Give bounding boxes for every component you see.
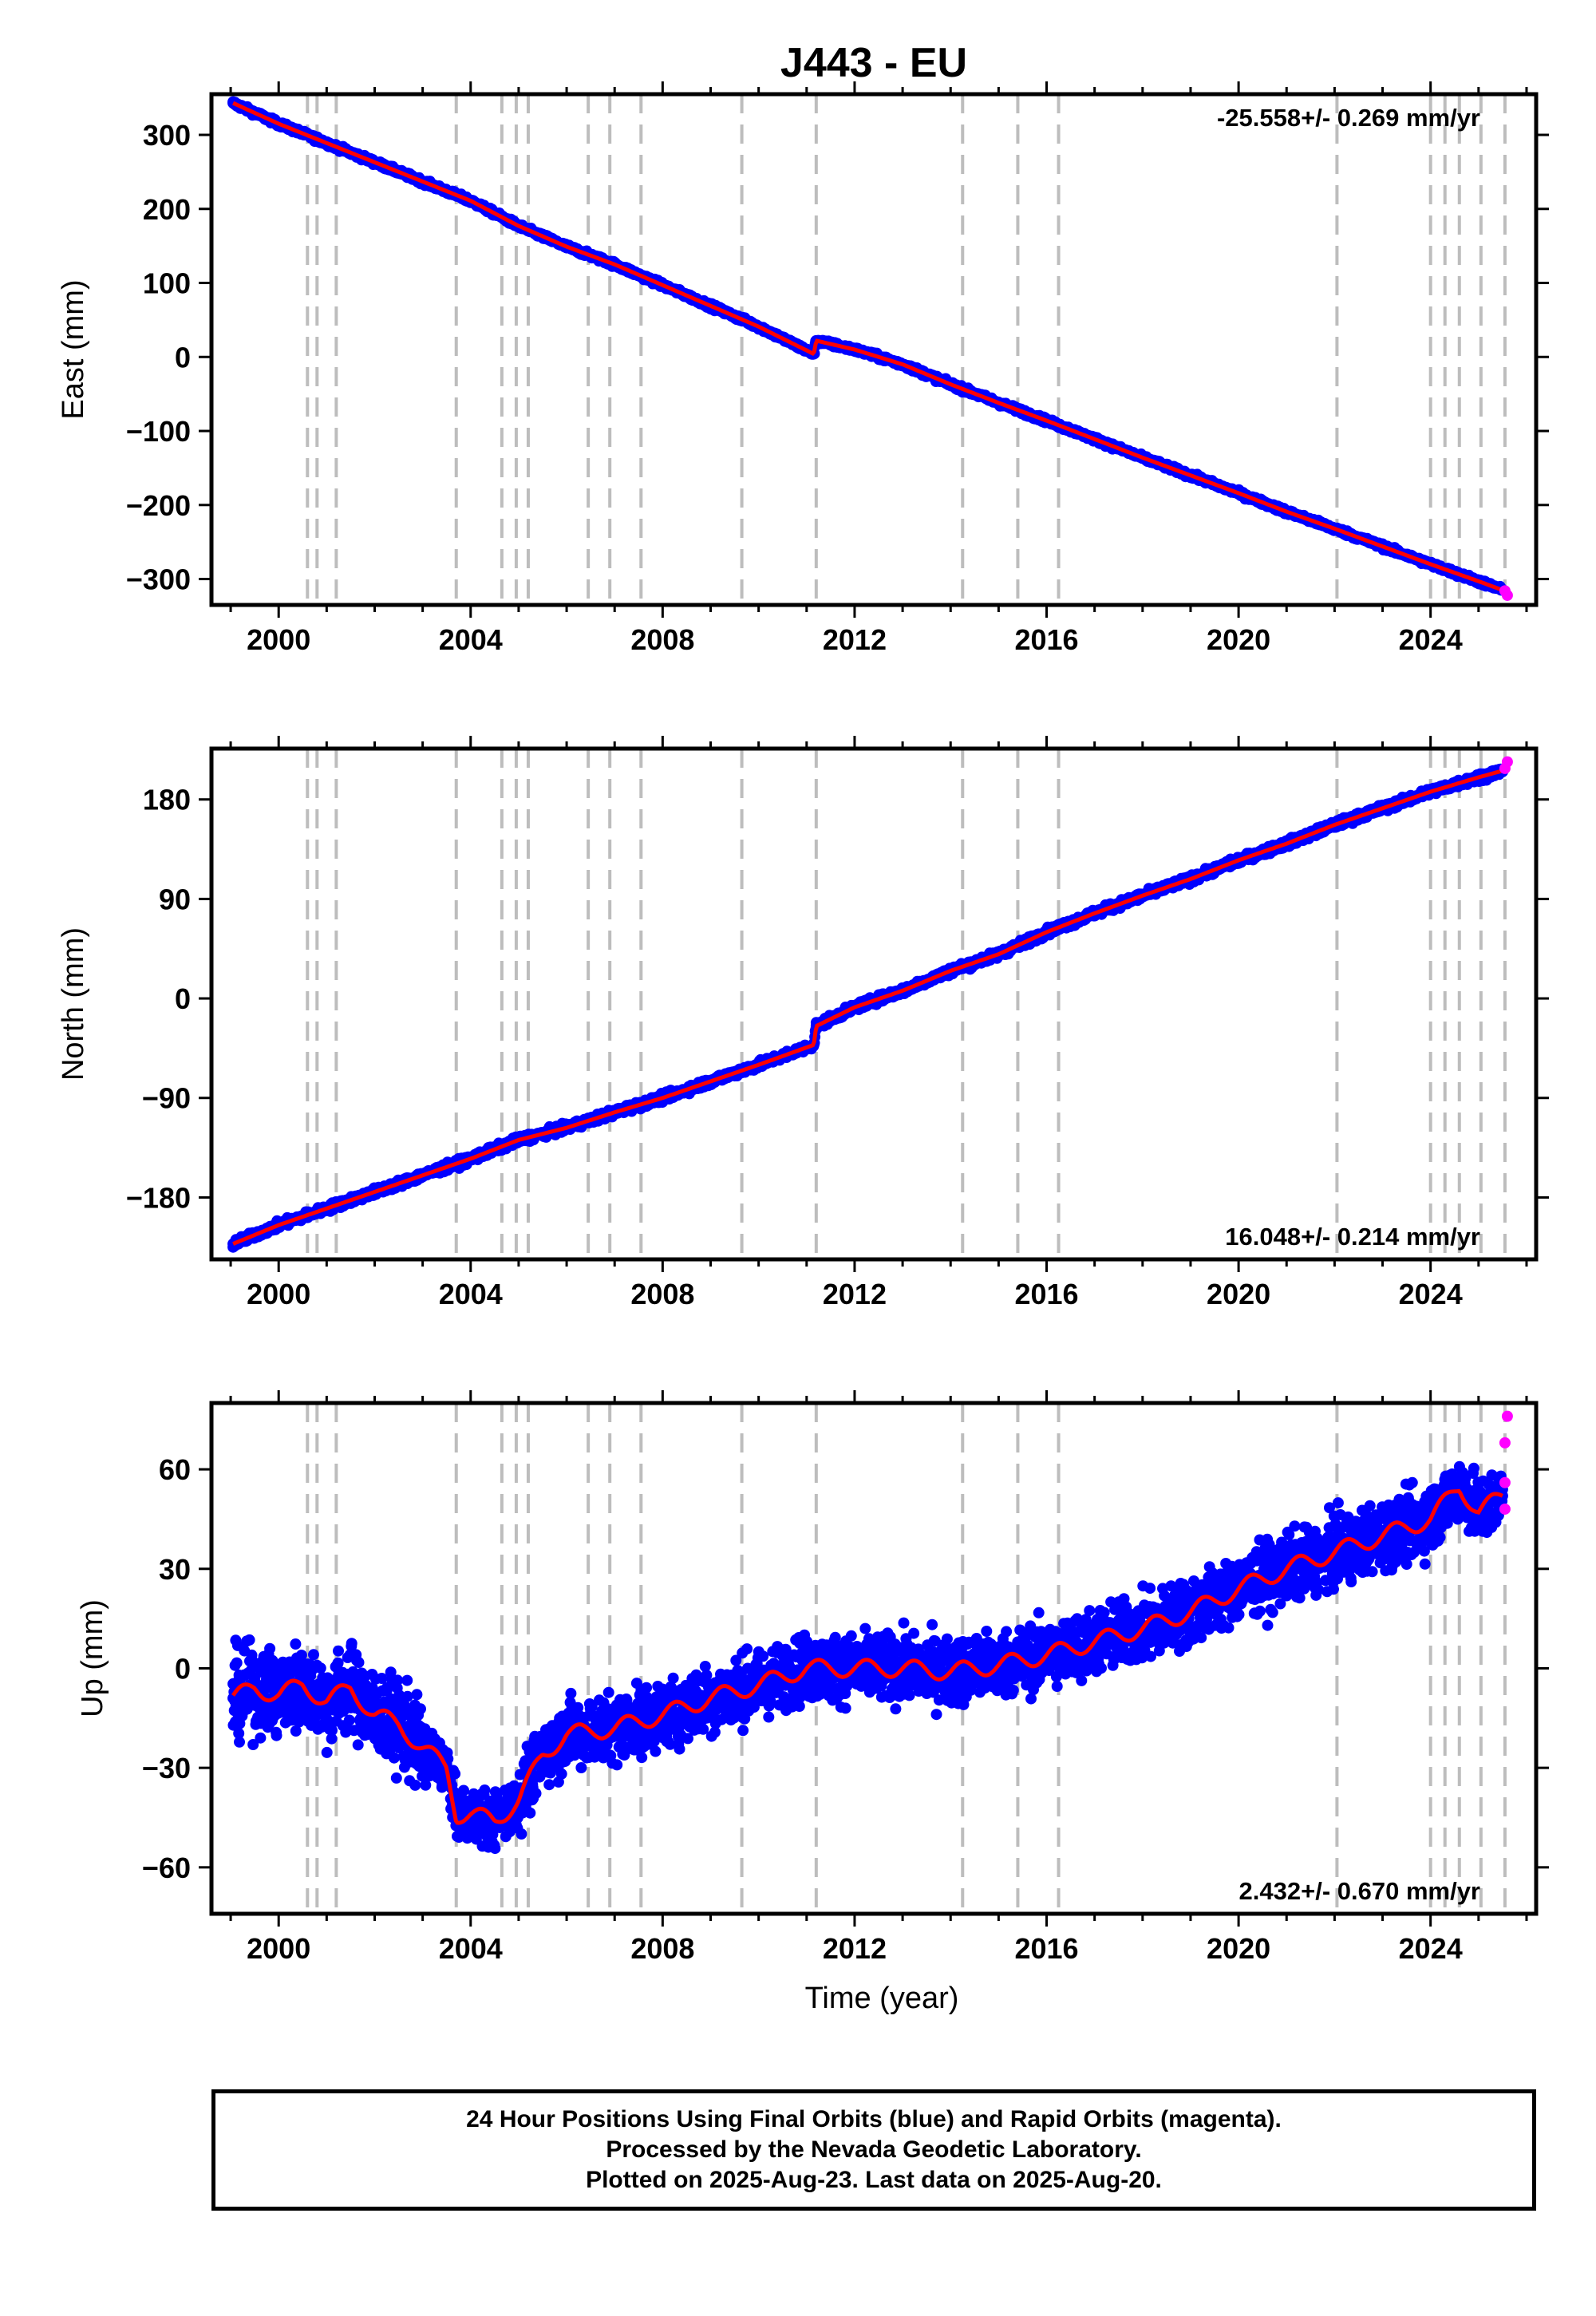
y-tick-label: 100 [143, 267, 191, 300]
final-orbit-points [227, 763, 1508, 1253]
x-tick-label: 2000 [247, 623, 310, 656]
y-tick-label: −100 [126, 415, 191, 448]
chart-panel-2: 2000 2004 2008 2012 2016 2020 2024180900−90−18… [57, 736, 1549, 1310]
x-tick-label: 2020 [1207, 623, 1270, 656]
model-curve [232, 101, 1503, 592]
y-axis-label: East (mm) [57, 279, 90, 419]
chart-panels: 2000 2004 2008 2012 2016 2020 2024 300 200 100 0 −1… [57, 81, 1549, 2015]
y-tick-label: −300 [126, 563, 191, 596]
x-tick-label: 2024 [1399, 623, 1463, 656]
plot-frame [209, 92, 1539, 607]
rapid-orbit-points [1499, 585, 1513, 601]
rate-label: -25.558+/- 0.269 mm/yr [1217, 104, 1480, 132]
x-tick-label: 2008 [630, 623, 694, 656]
plot-area [227, 94, 1513, 605]
rapid-orbit-point [1501, 589, 1513, 601]
plot-area [227, 749, 1513, 1259]
y-tick-label: 0 [175, 341, 191, 373]
chart-title: J443 - EU [780, 40, 967, 86]
x-tick-label: 2012 [823, 623, 887, 656]
chart-panel-1: 2000 2004 2008 2012 2016 2020 2024 300 200 100 0 −1… [57, 81, 1549, 656]
y-tick-label: 300 [143, 119, 191, 152]
y-tick-label: 200 [143, 193, 191, 226]
y-tick-label: −200 [126, 489, 191, 522]
x-tick-label: 2004 [439, 623, 503, 656]
x-tick-label: 2016 [1014, 623, 1078, 656]
